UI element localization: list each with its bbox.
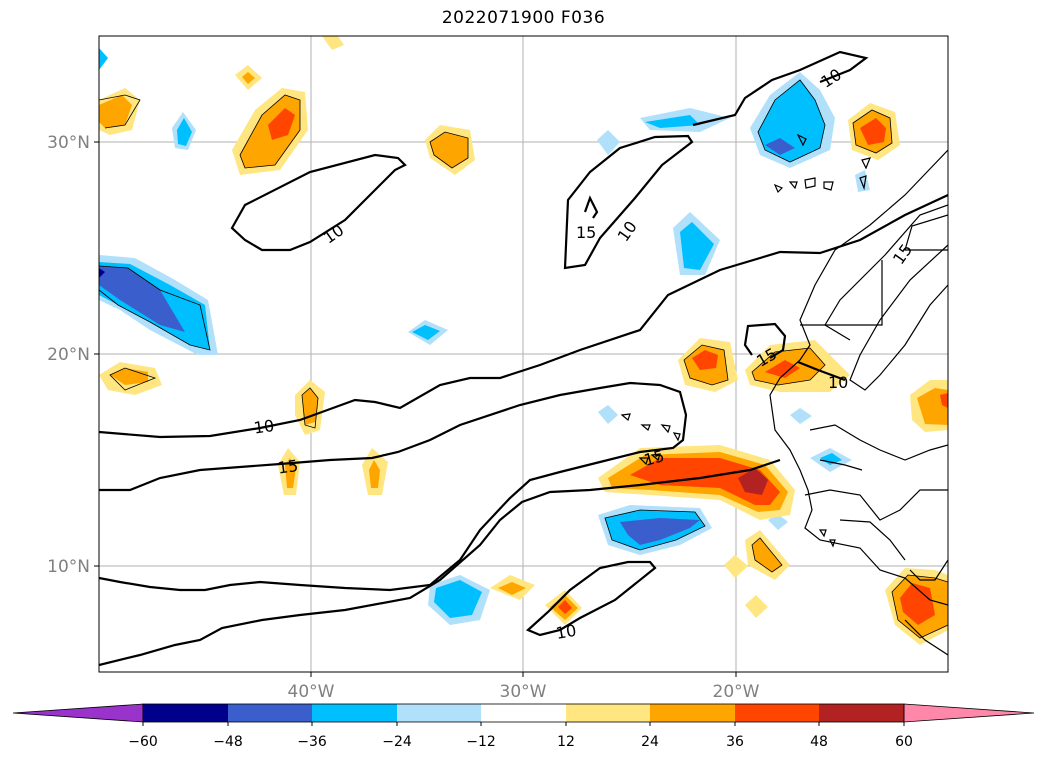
- colorbar-tick-label: 24: [641, 734, 659, 750]
- colorbar-extend-high: [903, 703, 1035, 723]
- colorbar: −60 −48 −36 −24 −12 12 24 36 48 60: [12, 703, 1035, 750]
- contour-label: 10: [253, 416, 276, 438]
- map-plot-area: 10 10 10 10 10 10 15 15 15 15 15: [99, 36, 948, 672]
- colorbar-tick-label: 48: [810, 734, 828, 750]
- colorbar-bin: [566, 704, 650, 722]
- contour-label: 15: [277, 456, 300, 478]
- colorbar-tick-label: −48: [213, 734, 243, 750]
- contour-label: 10: [828, 373, 848, 392]
- colorbar-bin: [312, 704, 397, 722]
- colorbar-bin: [819, 704, 904, 722]
- colorbar-tick-label: 60: [895, 734, 913, 750]
- colorbar-bin: [228, 704, 312, 722]
- colorbar-bin: [650, 704, 735, 722]
- coastlines: [620, 133, 948, 656]
- colorbar-bin: [143, 704, 228, 722]
- contour-label: 15: [642, 446, 667, 470]
- axis-ticks: [94, 141, 737, 677]
- colorbar-extend-low: [12, 703, 144, 723]
- colorbar-tick-label: −12: [466, 734, 496, 750]
- lon-label-20w: 20°W: [713, 682, 760, 702]
- colorbar-bin: [481, 704, 566, 722]
- colorbar-tick-label: 12: [557, 734, 575, 750]
- colorbar-tick-label: 36: [726, 734, 744, 750]
- colorbar-tick-label: −24: [382, 734, 412, 750]
- contour-label: 15: [576, 223, 596, 242]
- lon-label-40w: 40°W: [288, 682, 335, 702]
- colorbar-bin: [735, 704, 819, 722]
- lat-label-30n: 30°N: [47, 133, 90, 153]
- lat-label-20n: 20°N: [47, 345, 90, 365]
- map-title: 2022071900 F036: [441, 8, 606, 28]
- colorbar-tick-label: −36: [297, 734, 327, 750]
- colorbar-bin: [397, 704, 481, 722]
- anomaly-shading: [99, 36, 948, 645]
- colorbar-tick-label: −60: [128, 734, 158, 750]
- contour-label: 10: [554, 621, 577, 643]
- isotachs: [99, 50, 948, 667]
- lat-label-10n: 10°N: [47, 557, 90, 577]
- lon-label-30w: 30°W: [500, 682, 547, 702]
